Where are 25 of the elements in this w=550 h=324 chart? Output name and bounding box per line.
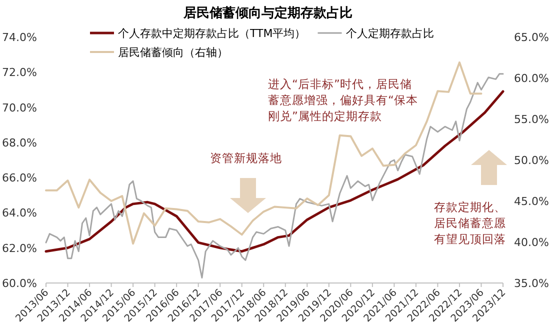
line-series — [45, 61, 482, 245]
y-tick-label: 70.0% — [2, 101, 37, 114]
line-series — [44, 90, 504, 253]
annotation: 资管新规落地 — [210, 151, 282, 165]
y-tick-label: 72.0% — [2, 66, 37, 80]
y-tick-label: 66.0% — [2, 172, 37, 185]
y2-tick-label: 50.0% — [514, 154, 549, 167]
annotation: 进入“后非标”时代，居民储蓄意愿增强，偏好具有“保本刚兑”属性的定期存款 — [268, 77, 418, 123]
legend-label: 个人定期存款占比 — [346, 27, 434, 40]
y2-tick-label: 45.0% — [514, 195, 549, 208]
y-tick-label: 74.0% — [2, 31, 37, 44]
y2-tick-label: 40.0% — [514, 236, 549, 249]
y2-tick-label: 55.0% — [514, 113, 549, 126]
annotation: 存款定期化、居民储蓄意愿有望见顶回落 — [434, 200, 506, 246]
legend-label: 个人存款中定期存款占比（TTM平均） — [118, 27, 306, 40]
y2-tick-label: 60.0% — [514, 72, 549, 85]
legend-label: 居民储蓄倾向（右轴） — [118, 46, 228, 59]
y-tick-label: 62.0% — [2, 242, 37, 255]
chart-title: 居民储蓄倾向与定期存款占比 — [182, 5, 352, 21]
y-tick-label: 68.0% — [2, 136, 37, 150]
y-tick-label: 60.0% — [2, 277, 37, 290]
y2-tick-label: 65.0% — [514, 31, 549, 44]
y-tick-label: 64.0% — [2, 206, 37, 220]
y2-tick-label: 35.0% — [514, 277, 549, 290]
line-series — [45, 73, 504, 278]
